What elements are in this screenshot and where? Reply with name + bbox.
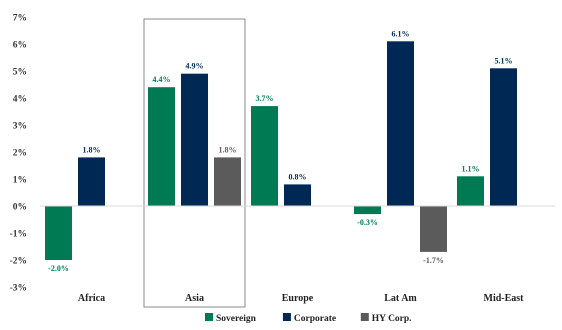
bar-sovereign: [45, 206, 72, 260]
y-tick-label: 5%: [13, 68, 27, 78]
category-label: Mid-East: [484, 293, 525, 304]
y-tick-label: 7%: [13, 14, 27, 24]
bar-corporate: [78, 157, 105, 206]
legend-swatch: [282, 313, 291, 321]
bar-hy-corp: [214, 157, 241, 206]
data-label: 0.8%: [289, 172, 307, 181]
y-tick-label: -2%: [10, 257, 27, 267]
category-label: Asia: [185, 293, 204, 304]
bar-corporate: [181, 73, 208, 206]
bar-hy-corp: [420, 206, 447, 252]
y-tick-label: -1%: [10, 230, 27, 240]
data-label: 1.8%: [219, 145, 237, 154]
legend-swatch: [360, 313, 369, 321]
category-label: Europe: [282, 293, 314, 304]
data-label: 6.1%: [392, 29, 410, 38]
data-labels: -2.0% 4.4% 3.7% -0.3% 1.1% 1.8% 4.9% 0.8% 6.1% 5.…: [48, 29, 512, 273]
legend-swatch: [205, 313, 213, 321]
category-highlight-box: [143, 18, 246, 308]
bar-corporate: [490, 68, 517, 206]
data-label: 4.9%: [186, 62, 204, 71]
bar-sovereign: [251, 106, 278, 206]
y-tick-label: 2%: [13, 149, 27, 159]
data-label: 5.1%: [495, 56, 513, 65]
y-tick-label: 1%: [13, 176, 27, 186]
y-tick-label: 4%: [13, 95, 27, 105]
bar-sovereign: [148, 87, 175, 206]
y-tick-label: -3%: [10, 284, 27, 294]
y-tick-label: 6%: [13, 41, 27, 51]
legend-label: Corporate: [294, 314, 336, 324]
asia-highlight-box: [143, 18, 246, 308]
y-tick-label: 3%: [13, 122, 27, 132]
y-axis: -3% -2% -1% 0% 1% 2% 3% 4% 5% 6% 7%: [10, 14, 27, 294]
category-label: Africa: [78, 293, 105, 304]
data-label: 3.7%: [256, 94, 274, 103]
y-tick-label: 0%: [13, 203, 27, 213]
x-axis: Africa Asia Europe Lat Am Mid-East: [78, 293, 524, 304]
category-label: Lat Am: [384, 293, 417, 304]
legend: Sovereign Corporate HY Corp.: [205, 313, 412, 324]
data-label: -0.3%: [357, 218, 378, 227]
data-label: 1.8%: [83, 145, 101, 154]
legend-label: HY Corp.: [372, 314, 412, 324]
bar-sovereign: [457, 176, 484, 206]
data-label: 1.1%: [462, 164, 480, 173]
data-label: 4.4%: [153, 75, 171, 84]
bar-corporate: [284, 184, 311, 206]
data-label: -1.7%: [423, 256, 444, 265]
legend-label: Sovereign: [216, 314, 257, 324]
bars: [40, 41, 555, 260]
bar-corporate: [387, 41, 414, 206]
data-label: -2.0%: [48, 264, 69, 273]
bar-sovereign: [354, 206, 381, 215]
